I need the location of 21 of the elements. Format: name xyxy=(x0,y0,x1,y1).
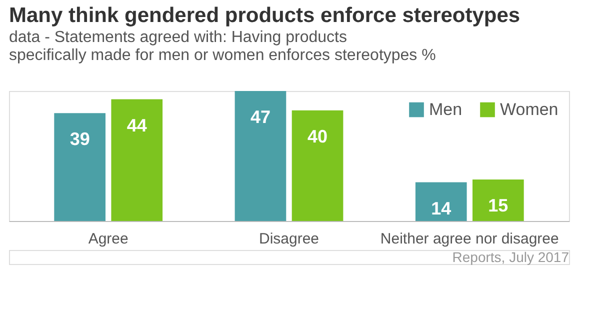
data-label: 14 xyxy=(431,198,452,218)
text: data - Statements agreed with: Having products xyxy=(9,29,347,46)
data-label: 44 xyxy=(126,115,147,136)
bar xyxy=(472,180,524,221)
legend-label: Men xyxy=(429,100,462,119)
bar xyxy=(111,99,163,221)
bar xyxy=(54,113,106,221)
text: Reports, July 2017 xyxy=(452,249,570,265)
bar xyxy=(292,110,344,221)
bar xyxy=(234,91,286,221)
data-label: 39 xyxy=(70,129,90,150)
text: specifically made for men or women enforces stereotypes % xyxy=(9,47,436,64)
data-label: 15 xyxy=(488,196,508,216)
x-tick-label: Neither agree nor disagree xyxy=(380,230,559,248)
x-tick-label: Disagree xyxy=(258,230,320,248)
data-label: 40 xyxy=(308,126,328,146)
bar xyxy=(415,182,467,221)
data-label: 47 xyxy=(250,107,270,127)
chart-title: Many think gendered products enforce stereotypes xyxy=(9,4,520,27)
x-tick-label: Agree xyxy=(88,230,128,248)
legend-label: Women xyxy=(500,100,558,119)
